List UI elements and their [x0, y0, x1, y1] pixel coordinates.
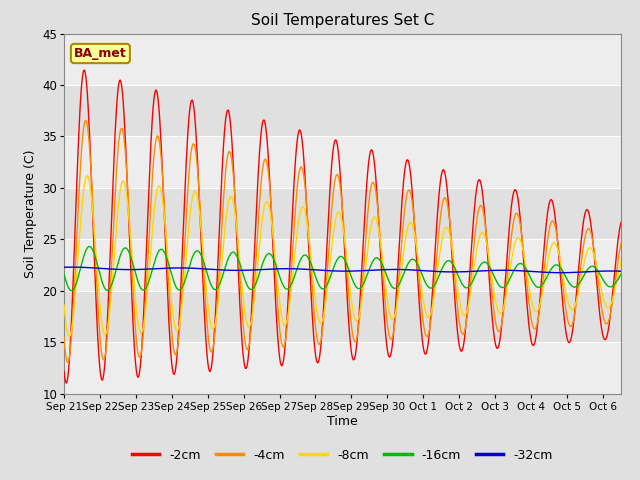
- Legend: -2cm, -4cm, -8cm, -16cm, -32cm: -2cm, -4cm, -8cm, -16cm, -32cm: [127, 444, 558, 467]
- Bar: [64, 34, 621, 85]
- Bar: [64, 136, 621, 188]
- Bar: [64, 342, 621, 394]
- Title: Soil Temperatures Set C: Soil Temperatures Set C: [251, 13, 434, 28]
- Text: BA_met: BA_met: [74, 47, 127, 60]
- Y-axis label: Soil Temperature (C): Soil Temperature (C): [24, 149, 36, 278]
- Bar: [64, 240, 621, 291]
- X-axis label: Time: Time: [327, 415, 358, 428]
